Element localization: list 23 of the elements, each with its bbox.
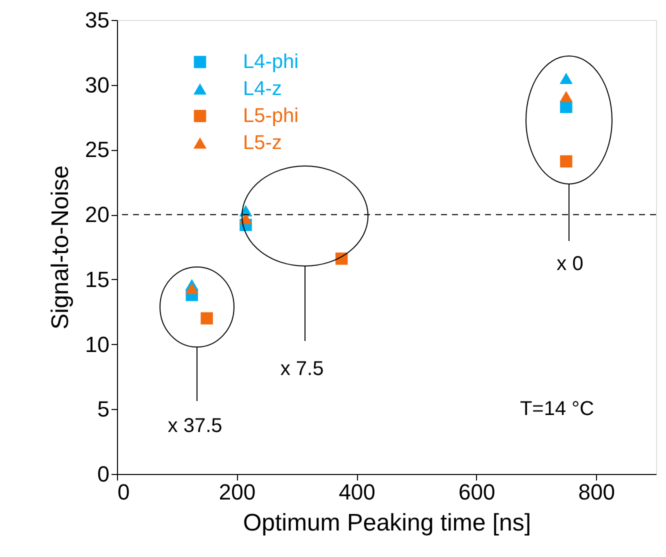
annotation: T=14 °C: [520, 398, 594, 420]
x-axis-title: Optimum Peaking time [ns]: [242, 510, 532, 536]
x-tick-label: 800: [578, 480, 615, 504]
y-tick-label: 30: [85, 72, 110, 98]
legend-label: L5-z: [243, 132, 282, 154]
annotation: x 37.5: [168, 415, 222, 437]
y-tick-label: 20: [85, 202, 110, 228]
y-tick-label: 25: [85, 137, 110, 162]
y-tick-label: 15: [85, 266, 110, 292]
x-tick-label: 0: [118, 480, 130, 504]
y-axis-title: Signal-to-Noise: [47, 165, 74, 330]
x-tick-label: 200: [218, 480, 256, 504]
x-tick-label: 400: [338, 480, 376, 504]
annotation: x 0: [556, 253, 584, 275]
annotation: x 7.5: [280, 358, 324, 380]
y-tick-label: 10: [85, 332, 110, 357]
x-tick-label: 600: [458, 480, 496, 504]
y-tick-label: 0: [97, 462, 110, 486]
legend-label: L4-z: [243, 78, 282, 100]
y-tick-label: 5: [97, 396, 110, 422]
y-tick-label: 35: [85, 8, 110, 32]
legend-label: L5-phi: [243, 105, 299, 127]
legend-label: L4-phi: [243, 51, 299, 73]
